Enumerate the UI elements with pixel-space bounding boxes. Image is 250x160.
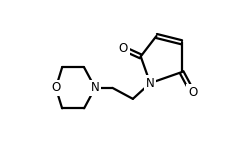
Text: N: N: [146, 77, 154, 90]
Text: O: O: [51, 81, 60, 94]
Text: O: O: [188, 86, 197, 99]
Text: O: O: [119, 42, 128, 55]
Text: N: N: [91, 81, 100, 94]
